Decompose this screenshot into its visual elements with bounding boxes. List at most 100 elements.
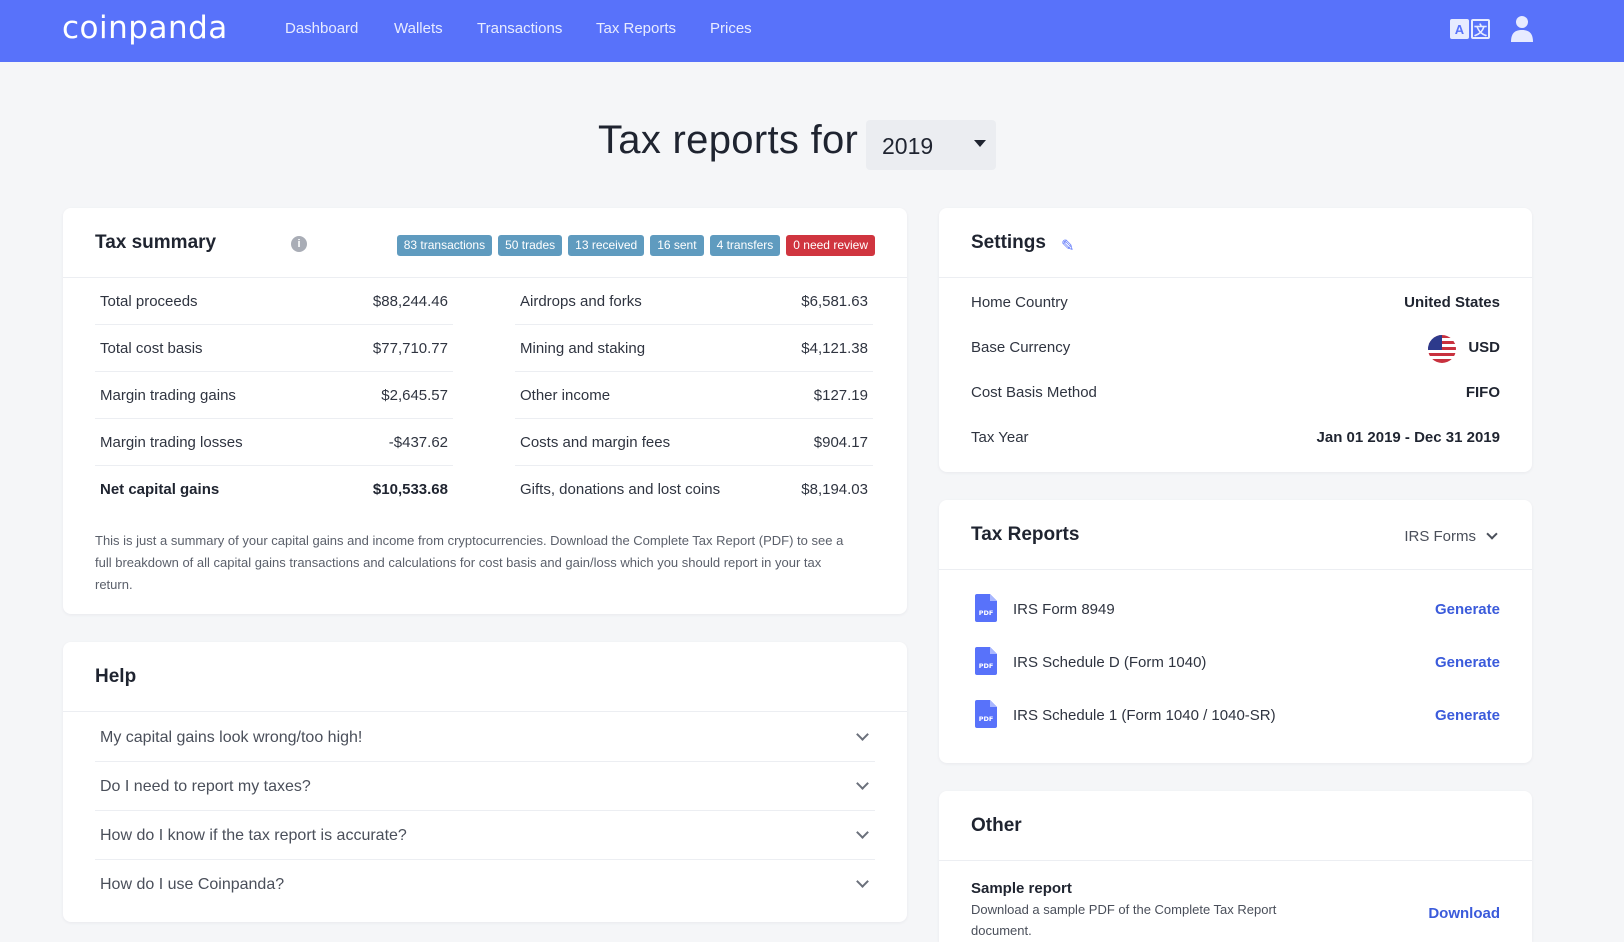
caret-down-icon — [974, 140, 986, 147]
report-type-dropdown[interactable]: IRS Forms — [1404, 528, 1476, 545]
summary-value: $2,645.57 — [381, 387, 448, 404]
report-name: IRS Form 8949 — [1013, 601, 1115, 618]
other-card: Other Sample report Download a sample PD… — [939, 791, 1532, 942]
report-item: PDF IRS Form 8949 Generate — [971, 594, 1500, 628]
summary-row: Total proceeds $88,244.46 — [95, 278, 453, 325]
help-question: My capital gains look wrong/too high! — [100, 729, 363, 746]
help-item[interactable]: Do I need to report my taxes? — [95, 762, 875, 811]
setting-row: Base Currency USD — [971, 335, 1500, 363]
coinpanda-logo[interactable]: coinpanda — [62, 10, 228, 46]
help-header: Help — [63, 642, 907, 712]
pdf-icon: PDF — [975, 647, 997, 675]
summary-row: Other income $127.19 — [515, 372, 873, 419]
setting-value: Jan 01 2019 - Dec 31 2019 — [1316, 429, 1500, 446]
summary-value: $4,121.38 — [801, 340, 868, 357]
help-question: How do I know if the tax report is accur… — [100, 827, 407, 844]
badge-received[interactable]: 13 received — [568, 235, 645, 256]
tax-summary-card: Tax summary i 83 transactions 50 trades … — [63, 208, 907, 614]
translate-glyph-a: A — [1450, 19, 1469, 39]
setting-row: Cost Basis Method FIFO — [971, 384, 1500, 404]
generate-button[interactable]: Generate — [1434, 654, 1500, 671]
badge-transactions[interactable]: 83 transactions — [396, 235, 493, 256]
summary-label: Gifts, donations and lost coins — [520, 481, 721, 498]
summary-label: Total cost basis — [100, 340, 203, 357]
sample-report-description: Download a sample PDF of the Complete Ta… — [971, 902, 1277, 938]
year-select-value: 2019 — [882, 133, 934, 159]
tax-summary-header: Tax summary i 83 transactions 50 trades … — [63, 208, 907, 278]
badge-need-review[interactable]: 0 need review — [786, 235, 875, 256]
pdf-label: PDF — [979, 609, 994, 617]
pdf-icon: PDF — [975, 700, 997, 728]
report-item: PDF IRS Schedule D (Form 1040) Generate — [971, 647, 1500, 681]
nav-wallets[interactable]: Wallets — [394, 20, 443, 37]
badge-sent[interactable]: 16 sent — [650, 235, 704, 256]
summary-row: Gifts, donations and lost coins $8,194.0… — [515, 466, 873, 513]
other-header: Other — [939, 791, 1532, 861]
badge-trades[interactable]: 50 trades — [498, 235, 563, 256]
badge-transfers[interactable]: 4 transfers — [709, 235, 781, 256]
summary-value: $10,533.68 — [372, 481, 448, 498]
summary-value: $904.17 — [813, 434, 868, 451]
summary-row: Total cost basis $77,710.77 — [95, 325, 453, 372]
download-button[interactable]: Download — [1428, 905, 1500, 922]
setting-label: Tax Year — [971, 429, 1029, 446]
settings-header: Settings ✎ — [939, 208, 1532, 278]
nav-prices[interactable]: Prices — [710, 20, 752, 37]
summary-row: Mining and staking $4,121.38 — [515, 325, 873, 372]
setting-value: United States — [1404, 294, 1500, 311]
chevron-down-icon — [856, 728, 869, 741]
help-item[interactable]: How do I use Coinpanda? — [95, 860, 875, 909]
setting-value: FIFO — [1465, 384, 1500, 401]
nav-transactions[interactable]: Transactions — [477, 20, 563, 37]
translate-glyph-b: 文 — [1471, 19, 1490, 39]
us-flag-icon — [1428, 335, 1456, 363]
year-select[interactable]: 2019 — [866, 120, 996, 170]
generate-button[interactable]: Generate — [1434, 707, 1500, 724]
info-icon[interactable]: i — [291, 236, 307, 252]
summary-label: Costs and margin fees — [520, 434, 671, 451]
summary-row: Costs and margin fees $904.17 — [515, 419, 873, 466]
summary-value: -$437.62 — [388, 434, 448, 451]
summary-label: Airdrops and forks — [520, 293, 642, 310]
pdf-icon: PDF — [975, 594, 997, 622]
summary-label: Other income — [520, 387, 611, 404]
generate-button[interactable]: Generate — [1434, 601, 1500, 618]
setting-label: Home Country — [971, 294, 1068, 311]
summary-row: Airdrops and forks $6,581.63 — [515, 278, 873, 325]
summary-value: $8,194.03 — [801, 481, 868, 498]
chevron-down-icon — [1486, 528, 1498, 540]
help-question: How do I use Coinpanda? — [100, 876, 285, 893]
pencil-icon[interactable]: ✎ — [1061, 238, 1075, 255]
summary-row: Margin trading losses -$437.62 — [95, 419, 453, 466]
setting-row: Tax Year Jan 01 2019 - Dec 31 2019 — [971, 429, 1500, 449]
setting-value: USD — [1468, 339, 1500, 356]
help-item[interactable]: My capital gains look wrong/too high! — [95, 713, 875, 762]
chevron-down-icon — [856, 826, 869, 839]
help-question: Do I need to report my taxes? — [100, 778, 311, 795]
user-icon[interactable] — [1510, 15, 1534, 43]
summary-value: $6,581.63 — [801, 293, 868, 310]
report-name: IRS Schedule 1 (Form 1040 / 1040-SR) — [1013, 707, 1276, 724]
settings-title: Settings — [971, 232, 1046, 253]
setting-label: Cost Basis Method — [971, 384, 1097, 401]
summary-label: Net capital gains — [100, 481, 220, 498]
summary-label: Total proceeds — [100, 293, 198, 310]
summary-row-total: Net capital gains $10,533.68 — [95, 466, 453, 513]
summary-label: Mining and staking — [520, 340, 646, 357]
report-item: PDF IRS Schedule 1 (Form 1040 / 1040-SR)… — [971, 700, 1500, 734]
tax-reports-card: Tax Reports IRS Forms PDF IRS Form 8949 … — [939, 500, 1532, 763]
setting-label: Base Currency — [971, 339, 1071, 356]
setting-row: Home Country United States — [971, 294, 1500, 314]
summary-value: $77,710.77 — [372, 340, 448, 357]
settings-card: Settings ✎ Home Country United States Ba… — [939, 208, 1532, 472]
tax-reports-title: Tax Reports — [971, 524, 1080, 545]
nav-dashboard[interactable]: Dashboard — [285, 20, 359, 37]
help-item[interactable]: How do I know if the tax report is accur… — [95, 811, 875, 860]
summary-badges: 83 transactions 50 trades 13 received 16… — [396, 235, 875, 256]
page-title: Tax reports for — [598, 118, 859, 162]
translate-icon[interactable]: A 文 — [1450, 19, 1490, 41]
other-title: Other — [971, 815, 1022, 836]
tax-summary-title: Tax summary — [95, 232, 217, 253]
nav-tax-reports[interactable]: Tax Reports — [596, 20, 677, 37]
chevron-down-icon — [856, 777, 869, 790]
